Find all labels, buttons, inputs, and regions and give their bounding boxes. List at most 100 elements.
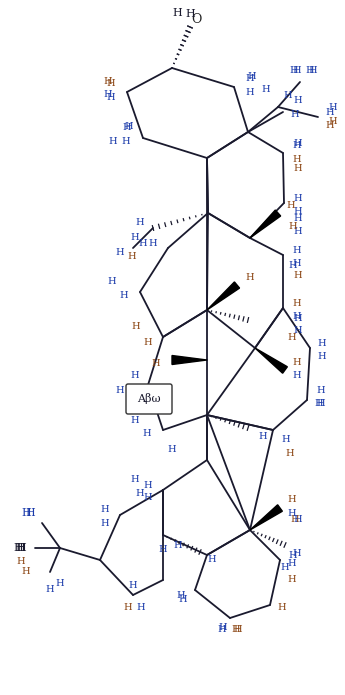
Text: H: H xyxy=(172,8,182,18)
Text: H: H xyxy=(294,514,302,523)
Polygon shape xyxy=(172,356,207,364)
Text: H: H xyxy=(289,550,297,559)
Text: H: H xyxy=(315,398,323,407)
Text: H: H xyxy=(293,245,301,254)
Text: H: H xyxy=(294,325,302,334)
Text: H: H xyxy=(208,555,216,564)
Text: H: H xyxy=(282,436,290,445)
Text: H: H xyxy=(107,92,115,101)
Text: Aβω: Aβω xyxy=(137,393,161,404)
Text: H: H xyxy=(125,122,133,131)
Text: H: H xyxy=(46,585,54,594)
Text: H: H xyxy=(143,429,151,437)
Text: H: H xyxy=(144,338,152,347)
Text: H: H xyxy=(246,88,254,97)
Text: H: H xyxy=(234,626,242,635)
Text: H: H xyxy=(109,136,117,145)
Text: H: H xyxy=(309,65,317,74)
Text: H: H xyxy=(294,206,302,215)
Text: H: H xyxy=(131,370,139,379)
Text: H: H xyxy=(318,338,326,348)
Text: H: H xyxy=(144,493,152,502)
Text: H: H xyxy=(288,509,296,518)
Text: H: H xyxy=(293,370,301,379)
Text: H: H xyxy=(293,548,301,557)
Text: H: H xyxy=(246,74,254,83)
Text: H: H xyxy=(136,489,144,498)
Text: H: H xyxy=(291,516,299,525)
Text: H: H xyxy=(131,416,139,425)
Text: H: H xyxy=(318,352,326,361)
Text: H: H xyxy=(139,238,147,247)
Text: H: H xyxy=(123,122,131,131)
Text: H: H xyxy=(185,9,195,19)
Text: H: H xyxy=(246,272,254,281)
Text: H: H xyxy=(25,508,35,518)
Text: H: H xyxy=(288,575,296,584)
Text: H: H xyxy=(326,108,334,117)
Text: H: H xyxy=(293,65,301,74)
Polygon shape xyxy=(250,505,282,530)
Text: H: H xyxy=(287,200,295,209)
Text: H: H xyxy=(288,559,296,568)
Text: H: H xyxy=(294,138,302,147)
Polygon shape xyxy=(207,282,239,310)
Text: H: H xyxy=(294,213,302,222)
Text: H: H xyxy=(291,110,299,119)
Text: H: H xyxy=(149,238,157,247)
Text: H: H xyxy=(120,291,128,300)
Text: H: H xyxy=(17,557,25,566)
Text: O: O xyxy=(191,13,201,26)
Text: H: H xyxy=(136,218,144,227)
Text: H: H xyxy=(290,65,298,74)
Text: H: H xyxy=(294,193,302,202)
Text: H: H xyxy=(104,90,112,99)
Text: H: H xyxy=(124,603,132,612)
Text: H: H xyxy=(137,603,145,612)
Text: H: H xyxy=(259,432,267,441)
Text: H: H xyxy=(293,154,301,163)
Text: H: H xyxy=(289,222,297,231)
Text: H: H xyxy=(131,233,139,241)
Text: H: H xyxy=(286,448,294,457)
Text: H: H xyxy=(218,626,226,635)
Text: H: H xyxy=(293,259,301,268)
Text: H: H xyxy=(278,603,286,612)
Text: H: H xyxy=(101,518,109,528)
Text: H: H xyxy=(294,163,302,172)
Text: H: H xyxy=(293,311,301,320)
Text: H: H xyxy=(128,252,136,261)
Text: H: H xyxy=(288,496,296,505)
Text: H: H xyxy=(101,505,109,514)
Text: H: H xyxy=(15,543,25,553)
FancyBboxPatch shape xyxy=(126,384,172,414)
Text: H: H xyxy=(131,475,139,484)
Text: H: H xyxy=(248,72,256,81)
Text: H: H xyxy=(289,261,297,270)
Text: H: H xyxy=(152,359,160,368)
Text: H: H xyxy=(294,95,302,104)
Text: H: H xyxy=(122,136,130,145)
Text: H: H xyxy=(329,102,337,111)
Text: H: H xyxy=(294,313,302,322)
Text: H: H xyxy=(317,398,325,407)
Text: H: H xyxy=(262,85,270,94)
Text: H: H xyxy=(177,591,185,600)
Text: H: H xyxy=(13,543,23,553)
Text: H: H xyxy=(108,277,116,286)
Text: H: H xyxy=(56,580,64,589)
Text: H: H xyxy=(174,541,182,550)
Polygon shape xyxy=(255,348,287,373)
Text: H: H xyxy=(22,568,30,576)
Text: H: H xyxy=(132,322,140,331)
Text: H: H xyxy=(293,298,301,307)
Text: H: H xyxy=(326,120,334,129)
Text: H: H xyxy=(129,580,137,589)
Text: H: H xyxy=(293,140,301,149)
Text: H: H xyxy=(16,543,26,553)
Text: H: H xyxy=(232,626,240,635)
Text: H: H xyxy=(104,76,112,85)
Text: H: H xyxy=(179,596,187,605)
Text: H: H xyxy=(116,247,124,256)
Text: H: H xyxy=(219,623,227,632)
